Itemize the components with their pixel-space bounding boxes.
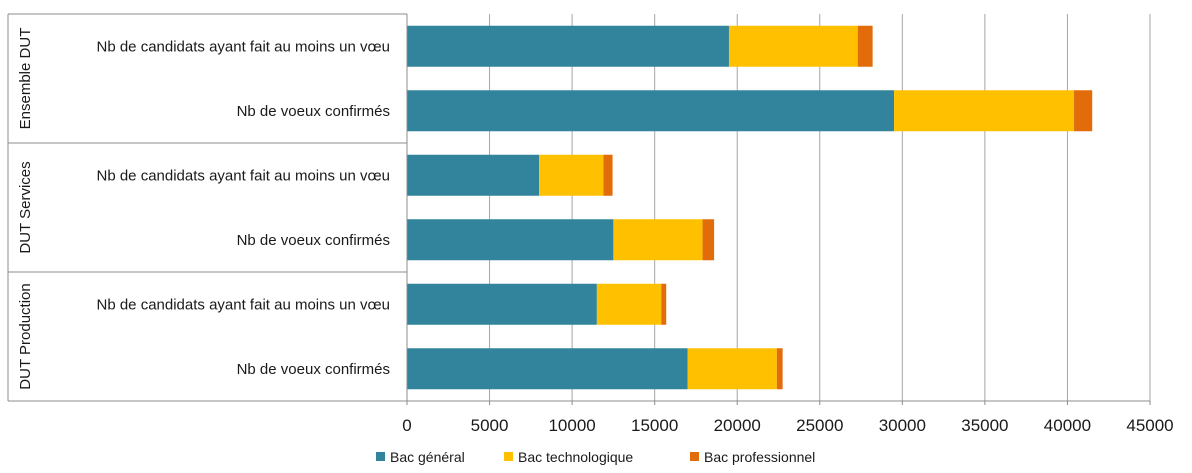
- x-tick-label: 5000: [471, 416, 509, 435]
- category-label: Nb de candidats ayant fait au moins un v…: [97, 38, 391, 55]
- category-label: Nb de voeux confirmés: [237, 232, 390, 249]
- bar-segment: [603, 154, 613, 196]
- bar-segment: [702, 219, 715, 261]
- x-tick-label: 35000: [961, 416, 1008, 435]
- legend-swatch: [504, 452, 513, 461]
- bar-segment: [596, 283, 662, 325]
- category-label: Nb de candidats ayant fait au moins un v…: [97, 296, 391, 313]
- bar-segment: [407, 90, 895, 132]
- x-tick-label: 20000: [714, 416, 761, 435]
- x-tick-label: 25000: [796, 416, 843, 435]
- x-tick-label: 45000: [1126, 416, 1173, 435]
- bar-segment: [539, 154, 604, 196]
- legend-label: Bac technologique: [518, 449, 633, 465]
- x-tick-label: 15000: [631, 416, 678, 435]
- bar-segment: [776, 348, 783, 390]
- bar-segment: [407, 283, 597, 325]
- bar-segment: [407, 25, 729, 67]
- bar-segment: [661, 283, 667, 325]
- legend-swatch: [690, 452, 699, 461]
- x-tick-label: 10000: [548, 416, 595, 435]
- category-label: Nb de candidats ayant fait au moins un v…: [97, 167, 391, 184]
- bar-segment: [857, 25, 873, 67]
- x-tick-label: 30000: [879, 416, 926, 435]
- x-tick-label: 40000: [1044, 416, 1091, 435]
- group-label: DUT Production: [17, 283, 34, 389]
- x-tick-label: 0: [402, 416, 411, 435]
- bar-segment: [1074, 90, 1093, 132]
- group-label: Ensemble DUT: [17, 28, 34, 130]
- bar-segment: [894, 90, 1075, 132]
- bar-segment: [728, 25, 858, 67]
- legend-label: Bac général: [390, 449, 465, 465]
- bar-segment: [407, 219, 614, 261]
- group-label: DUT Services: [17, 161, 34, 253]
- category-label: Nb de voeux confirmés: [237, 361, 390, 378]
- legend-label: Bac professionnel: [704, 449, 815, 465]
- bar-segment: [687, 348, 777, 390]
- category-label: Nb de voeux confirmés: [237, 103, 390, 120]
- bar-segment: [613, 219, 703, 261]
- bar-segment: [407, 348, 688, 390]
- bar-segment: [407, 154, 540, 196]
- legend-swatch: [376, 452, 385, 461]
